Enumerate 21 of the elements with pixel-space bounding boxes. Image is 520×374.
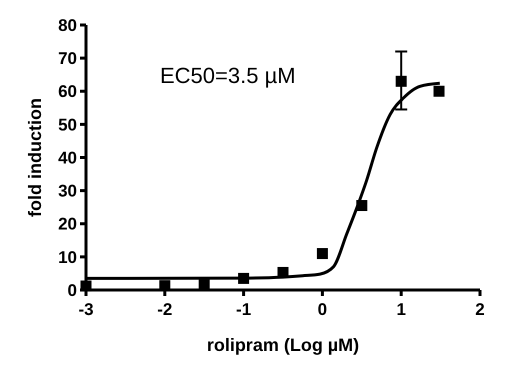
- point: [434, 86, 445, 97]
- y-tick-label: 40: [58, 148, 77, 168]
- y-tick-label: 60: [58, 82, 77, 102]
- y-tick-label: 70: [58, 49, 77, 68]
- y-tick-label: 0: [68, 280, 77, 300]
- x-axis-title: rolipram (Log µM): [206, 335, 360, 355]
- x-tick-label: 0: [318, 300, 328, 319]
- x-tick-label: -1: [236, 300, 252, 319]
- x-tick-label: 1: [396, 300, 406, 319]
- x-tick-label: -2: [157, 300, 172, 319]
- y-tick-label: 20: [58, 214, 77, 234]
- annotation: EC50=3.5 µM: [160, 63, 296, 88]
- y-axis-title: fold induction: [25, 98, 45, 217]
- x-tick-label: 2: [475, 300, 485, 319]
- x-tick-label: -3: [78, 300, 94, 319]
- point: [396, 76, 407, 87]
- y-tick-label: 30: [58, 182, 77, 201]
- y-tick-label: 10: [58, 248, 77, 267]
- y-tick-label: 50: [58, 115, 77, 134]
- point: [316, 248, 328, 260]
- y-tick-label: 80: [58, 16, 77, 35]
